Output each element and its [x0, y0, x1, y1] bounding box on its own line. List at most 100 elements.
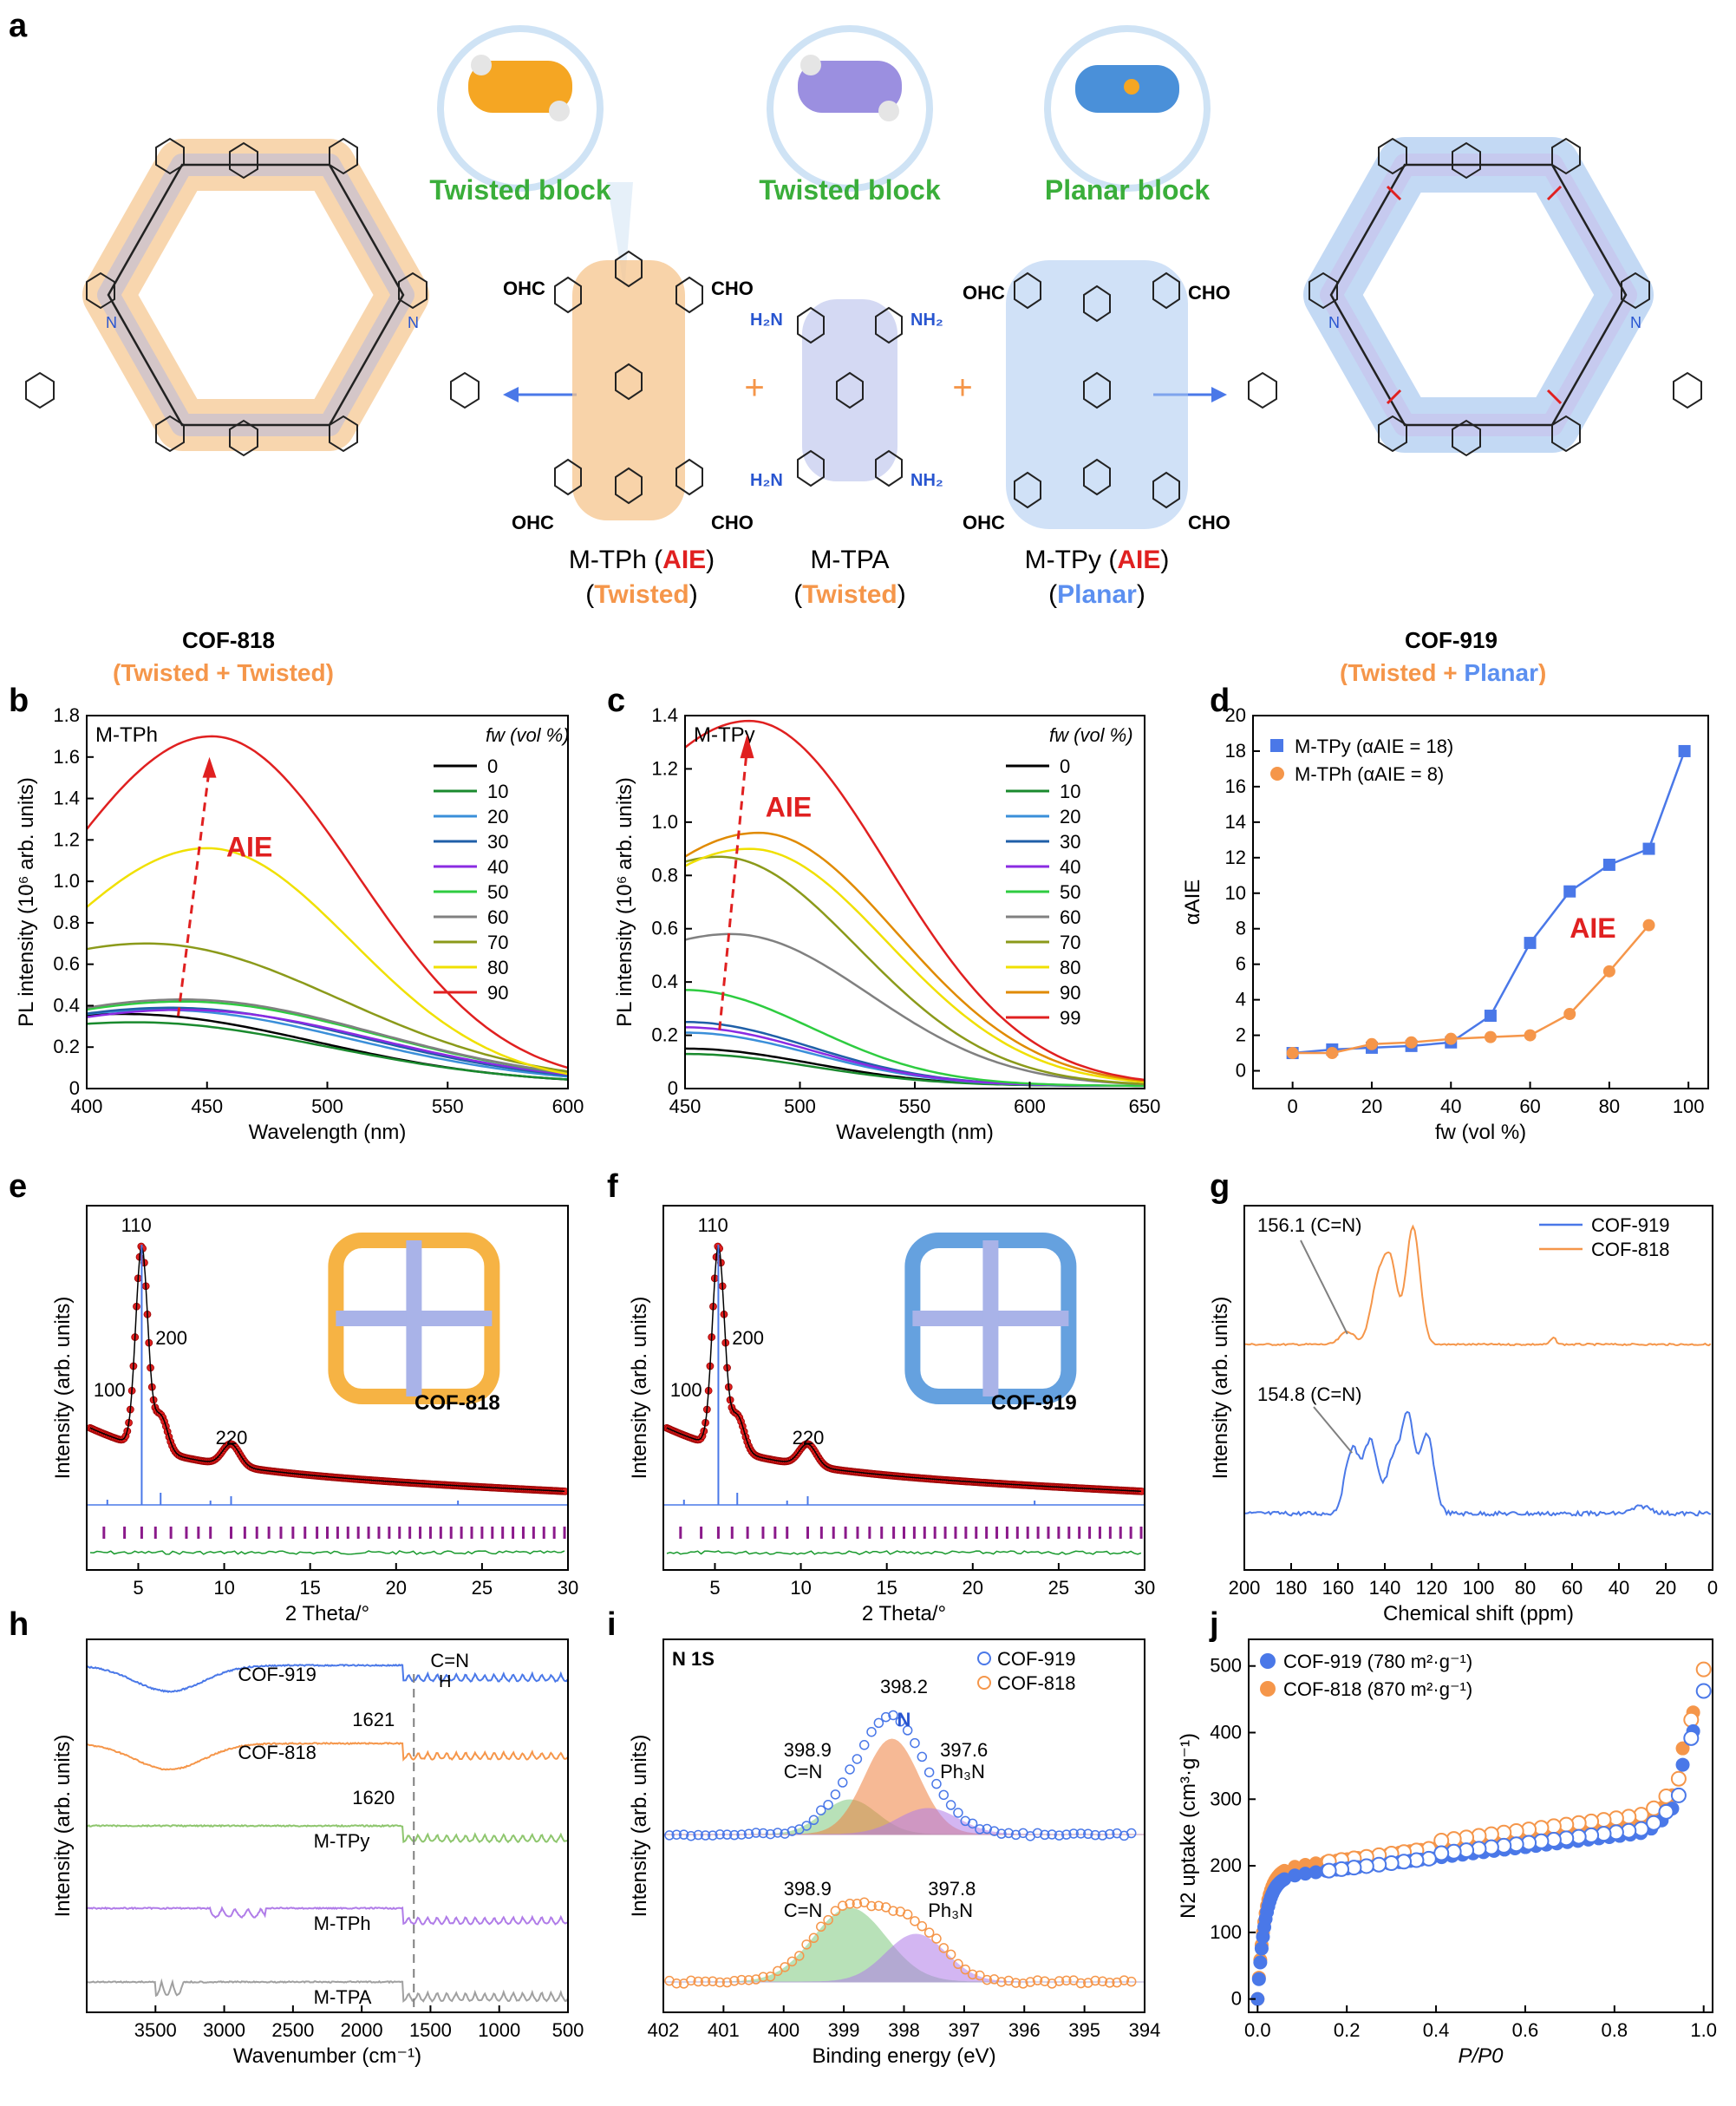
xps-818-point	[852, 1898, 863, 1909]
xps-919-point	[996, 1828, 1007, 1839]
legend-label-g-1: COF-818	[1591, 1239, 1669, 1260]
monomer-tph: OHC CHO OHC CHO	[503, 250, 754, 533]
xps-818-point	[715, 1977, 725, 1988]
chart-f-xtick-label: 10	[790, 1577, 811, 1599]
series-label-h-3: M-TPh	[314, 1913, 371, 1934]
chart-j-xtick-label: 0.6	[1512, 2019, 1539, 2041]
chart-c-ytick-label: 1.4	[651, 704, 678, 726]
legend-label-b-10: 10	[487, 781, 508, 802]
legend-label-j-0: COF-919 (780 m²·g⁻¹)	[1283, 1651, 1472, 1672]
xps-818-point	[794, 1951, 805, 1961]
xps-919-point	[823, 1800, 833, 1810]
xps-919-label-398-9: 398.9	[784, 1739, 832, 1761]
chart-g-arrow-919	[1313, 1406, 1353, 1454]
xps-919-point	[923, 1767, 935, 1778]
xps-919-point	[664, 1830, 675, 1841]
xps-818-label-ph3n: Ph₃N	[928, 1900, 973, 1921]
legend-label-d-0: M-TPy (αAIE = 18)	[1295, 736, 1453, 757]
chart-i-xtick-label: 396	[1008, 2019, 1041, 2041]
xps-919-point	[845, 1764, 855, 1775]
chart-e-xtick-label: 25	[472, 1577, 493, 1599]
chart-d-ytick-label: 2	[1236, 1024, 1246, 1046]
tpa-nh2-bl: H₂N	[750, 471, 783, 490]
xps-919-point	[686, 1830, 696, 1841]
panel-letter-e: e	[9, 1168, 27, 1205]
xps-818-point	[671, 1978, 682, 1989]
chart-c-ytick-label: 0.4	[651, 971, 678, 992]
series-line-h-2	[86, 1823, 568, 1844]
chart-j-919-ads-point	[1288, 1868, 1302, 1883]
legend-swatch-j-0	[1260, 1653, 1276, 1669]
series-line-h-3	[86, 1906, 568, 1926]
chart-g-xtick-label: 100	[1463, 1577, 1495, 1599]
chart-g-xtick-label: 140	[1369, 1577, 1401, 1599]
series-line-c-50	[685, 989, 1145, 1088]
xps-818-point	[888, 1906, 898, 1916]
xps-919-point	[671, 1829, 682, 1840]
panel-a: a N N COF-818 (Twisted + Twisted	[0, 0, 1736, 685]
chart-g-ylabel: Intensity (arb. units)	[1209, 1297, 1232, 1480]
chart-b-aie-arrow	[176, 767, 212, 1017]
chart-j-818-ads-point	[1675, 1741, 1690, 1756]
chart-f-xtick-label: 20	[963, 1577, 983, 1599]
xps-818-point	[945, 1949, 956, 1960]
chart-d-ytick-label: 8	[1236, 918, 1246, 939]
xps-818-point	[902, 1909, 913, 1920]
xps-919-point	[931, 1778, 942, 1789]
bubble-2: Twisted block	[759, 25, 941, 206]
chart-j-919-ads-point	[1251, 1972, 1266, 1986]
chart-e-xtick-label: 5	[133, 1577, 143, 1599]
series-line-c-90	[684, 831, 1145, 1082]
series-line-b-90	[86, 735, 569, 1069]
chart-f-frame	[662, 1205, 1145, 1571]
series-line-c-80	[684, 847, 1145, 1083]
chart-c-ytick-label: 1.2	[651, 757, 678, 779]
legend-label-i-1: COF-818	[997, 1672, 1075, 1694]
xps-919-point	[729, 1829, 740, 1841]
legend-label-c-0: 0	[1060, 755, 1070, 777]
xps-919-point	[1054, 1830, 1065, 1841]
chart-g-xlabel: Chemical shift (ppm)	[1383, 1602, 1574, 1625]
n-atom-right-919: N	[1630, 314, 1641, 331]
xps-919-point	[866, 1726, 877, 1737]
xps-919-point	[873, 1717, 884, 1729]
legend-label-b-0: 0	[487, 755, 498, 777]
series-line-c-60	[684, 932, 1145, 1086]
panel-letter-g: g	[1210, 1168, 1230, 1205]
chart-b-ytick-label: 1.6	[53, 746, 80, 768]
chart-f-xlabel: 2 Theta/°	[862, 1602, 946, 1625]
chart-g-xtick-label: 20	[1655, 1577, 1676, 1599]
chart-g-xtick-label: 0	[1707, 1577, 1718, 1599]
tpa-nh2-tr: NH₂	[910, 311, 943, 330]
legend-label-b-50: 50	[487, 881, 508, 903]
xps-818-point	[845, 1899, 855, 1909]
chart-b-annotation: AIE	[226, 831, 272, 862]
chart-b-title: M-TPh	[95, 723, 158, 747]
xps-818-comp-ph3n	[663, 1933, 1145, 1983]
xps-919-point	[751, 1828, 761, 1838]
chart-g-annotation-818: 156.1 (C=N)	[1257, 1214, 1361, 1236]
charts-svg: b c d e f g h i j 400 450 500 550 600Wavelen…	[9, 685, 1718, 2068]
chart-j-919-des-point	[1683, 1730, 1700, 1746]
data-point-d-0-7	[1563, 885, 1576, 898]
chart-e-frame	[86, 1205, 569, 1571]
chart-b-ytick-label: 0.2	[53, 1036, 80, 1057]
chart-h-ylabel: Intensity (arb. units)	[51, 1735, 75, 1918]
chart-j-xtick-label: 0.4	[1423, 2019, 1450, 2041]
tpa-nh2-tl: H₂N	[750, 311, 783, 330]
chart-h-group-label-a: C=N	[430, 1650, 469, 1671]
chart-c-aie-arrow	[718, 747, 749, 1030]
monomer-tpy: OHC CHO OHC CHO	[963, 260, 1230, 533]
chart-g-xtick-label: 180	[1276, 1577, 1308, 1599]
xps-919-point	[967, 1818, 978, 1829]
legend-swatch-d-1	[1270, 767, 1284, 781]
legend-label-b-80: 80	[487, 957, 508, 978]
xps-818-point	[1075, 1978, 1087, 1989]
monomer-tpy-type: (Planar)	[1048, 580, 1145, 609]
xps-919-point	[678, 1829, 689, 1840]
xps-919-point	[693, 1829, 703, 1841]
chart-c-xtick-label: 600	[1014, 1096, 1046, 1117]
chart-j-919-ads-point	[1675, 1757, 1690, 1772]
chart-d-xtick-label: 40	[1440, 1096, 1461, 1117]
